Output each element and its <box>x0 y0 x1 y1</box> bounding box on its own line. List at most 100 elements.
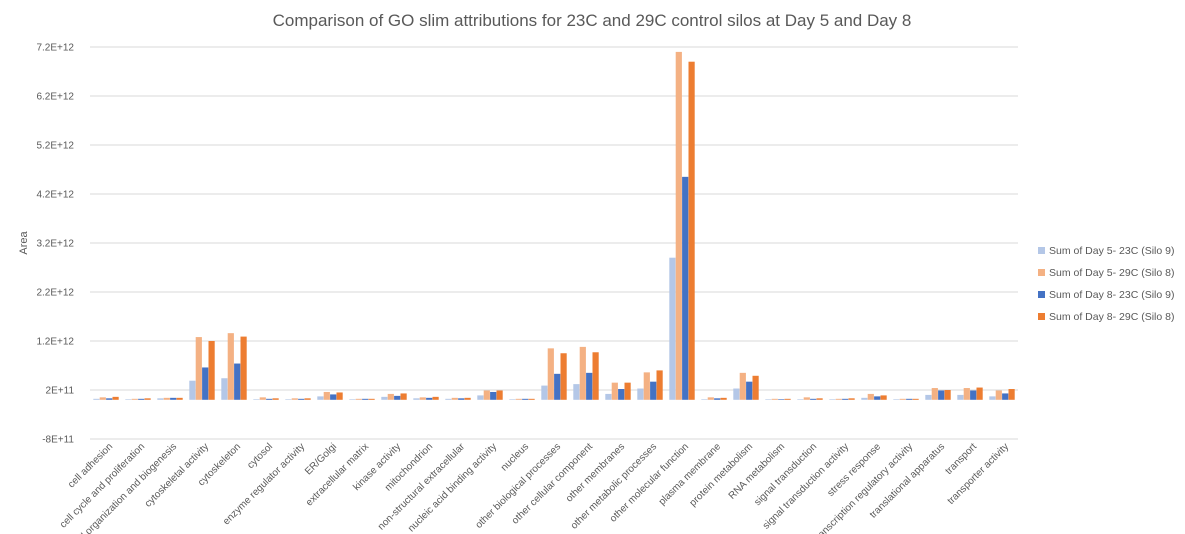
bar <box>611 382 618 400</box>
y-tick-label: 2.2E+12 <box>36 288 74 299</box>
y-tick-label: 6.2E+12 <box>36 92 74 103</box>
bar <box>746 381 753 400</box>
bar <box>778 399 785 400</box>
bar <box>419 397 426 400</box>
bar <box>656 370 663 400</box>
bar <box>1008 389 1015 400</box>
bar <box>234 363 241 400</box>
bar <box>106 398 113 400</box>
bar <box>688 61 695 400</box>
bar <box>944 390 951 400</box>
bar <box>771 398 778 400</box>
bar <box>963 388 970 400</box>
bar <box>432 396 439 400</box>
y-tick-label: -8E+11 <box>42 435 74 446</box>
legend: Sum of Day 5- 23C (Silo 9) Sum of Day 5- … <box>1038 245 1174 323</box>
bar <box>208 341 215 400</box>
bar <box>413 398 420 400</box>
bar <box>637 388 644 400</box>
bar <box>957 394 964 400</box>
bar <box>202 367 209 400</box>
y-axis-label: Area <box>18 231 30 255</box>
bar <box>675 51 682 400</box>
y-tick-label: 7.2E+12 <box>36 43 74 54</box>
bar <box>829 399 836 400</box>
bar <box>304 398 311 400</box>
bar <box>816 398 823 400</box>
bar <box>752 375 759 400</box>
bar <box>618 389 625 400</box>
bar <box>586 372 593 400</box>
bar <box>170 397 177 400</box>
bar <box>266 398 273 400</box>
bar <box>810 398 817 400</box>
x-tick-label: nucleus <box>499 441 531 473</box>
bar <box>387 393 394 400</box>
bar <box>714 398 721 400</box>
bar <box>848 398 855 400</box>
bar <box>362 398 369 400</box>
bar <box>938 390 945 400</box>
bar <box>931 388 938 400</box>
legend-swatch <box>1038 269 1045 276</box>
chart-title: Comparison of GO slim attributions for 2… <box>273 11 912 30</box>
bar <box>835 398 842 400</box>
bar <box>867 393 874 400</box>
bar <box>560 353 567 400</box>
bar <box>189 380 196 400</box>
bar <box>144 398 151 400</box>
bar <box>995 390 1002 400</box>
bar <box>669 257 676 400</box>
bar <box>336 392 343 400</box>
bar <box>458 398 465 400</box>
bar <box>477 395 484 400</box>
bar <box>464 397 471 400</box>
bar <box>400 393 407 400</box>
bar <box>125 399 132 400</box>
bar <box>195 337 202 400</box>
bar <box>272 398 279 400</box>
bar <box>368 398 375 400</box>
bar <box>797 399 804 400</box>
bar <box>176 397 183 400</box>
bar <box>803 397 810 400</box>
bar <box>682 176 689 400</box>
bar <box>227 333 234 400</box>
bar <box>93 398 100 400</box>
bar <box>131 398 138 400</box>
bar <box>733 388 740 400</box>
bar <box>515 398 522 400</box>
bar <box>541 385 548 400</box>
bar <box>355 398 362 400</box>
bar <box>285 399 292 400</box>
bar <box>861 397 868 400</box>
bar <box>528 398 535 400</box>
bar <box>906 398 913 400</box>
bar <box>643 372 650 400</box>
bar <box>240 336 247 400</box>
legend-swatch <box>1038 291 1045 298</box>
bars <box>93 51 1015 400</box>
bar <box>483 390 490 400</box>
bar <box>1002 393 1009 400</box>
bar <box>394 395 401 400</box>
bar <box>330 394 337 400</box>
bar <box>912 398 919 400</box>
x-tick-label: cytosol <box>245 441 275 471</box>
x-tick-label: RNA metabolism <box>727 441 787 501</box>
bar <box>650 381 657 400</box>
bar <box>573 384 580 400</box>
bar <box>163 397 170 400</box>
bar <box>99 397 106 400</box>
bar <box>451 397 458 400</box>
bar <box>989 396 996 400</box>
bar <box>547 348 554 400</box>
y-axis-ticks: -8E+11 2E+11 1.2E+12 2.2E+12 3.2E+12 4.2E+12 5… <box>36 43 74 446</box>
bar <box>426 397 433 400</box>
bar <box>739 372 746 400</box>
bar <box>624 382 631 400</box>
bar <box>880 395 887 400</box>
bar <box>874 396 881 400</box>
bar <box>707 397 714 400</box>
